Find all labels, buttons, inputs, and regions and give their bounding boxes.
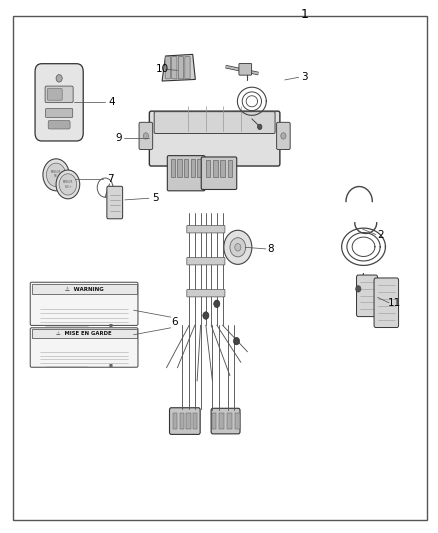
FancyBboxPatch shape	[165, 56, 170, 79]
Text: 10: 10	[155, 64, 169, 74]
Bar	[180, 413, 184, 429]
Bar	[193, 413, 197, 429]
FancyBboxPatch shape	[172, 56, 177, 79]
FancyBboxPatch shape	[107, 186, 123, 219]
Circle shape	[43, 159, 69, 191]
FancyBboxPatch shape	[30, 282, 138, 325]
Text: 8: 8	[267, 244, 274, 254]
FancyBboxPatch shape	[139, 122, 152, 149]
Bar	[184, 158, 188, 177]
Bar	[32, 285, 137, 294]
FancyBboxPatch shape	[187, 289, 225, 297]
Bar	[197, 158, 201, 177]
FancyBboxPatch shape	[201, 157, 237, 189]
FancyBboxPatch shape	[149, 111, 280, 166]
Circle shape	[224, 230, 252, 264]
Circle shape	[56, 75, 62, 82]
FancyBboxPatch shape	[35, 63, 83, 141]
FancyBboxPatch shape	[187, 225, 225, 233]
Text: ■: ■	[109, 364, 112, 368]
Text: 7: 7	[107, 174, 114, 183]
Circle shape	[356, 286, 361, 292]
Bar	[220, 160, 225, 177]
FancyBboxPatch shape	[170, 408, 200, 434]
FancyBboxPatch shape	[187, 257, 225, 265]
FancyBboxPatch shape	[154, 111, 275, 133]
Bar	[173, 413, 177, 429]
Circle shape	[233, 337, 240, 345]
FancyBboxPatch shape	[48, 120, 70, 129]
Text: NO: NO	[54, 174, 58, 178]
Text: SENSOR: SENSOR	[63, 180, 73, 184]
FancyBboxPatch shape	[277, 122, 290, 149]
Text: 1: 1	[300, 9, 308, 21]
Text: 4: 4	[108, 98, 115, 107]
Bar	[206, 160, 210, 177]
Circle shape	[143, 133, 148, 139]
FancyBboxPatch shape	[47, 88, 62, 100]
FancyBboxPatch shape	[30, 328, 138, 367]
Circle shape	[258, 124, 262, 130]
Bar	[219, 413, 224, 429]
Circle shape	[56, 170, 80, 199]
Text: 3: 3	[301, 72, 308, 82]
Circle shape	[230, 238, 246, 257]
FancyBboxPatch shape	[45, 86, 73, 102]
Text: ■: ■	[109, 324, 112, 328]
Bar	[228, 160, 232, 177]
Text: 6: 6	[171, 318, 178, 327]
Text: ⚠  MISE EN GARDE: ⚠ MISE EN GARDE	[57, 331, 112, 336]
Text: 2: 2	[378, 230, 385, 239]
Text: SENSOR: SENSOR	[51, 169, 61, 174]
Bar	[191, 158, 195, 177]
Bar	[32, 329, 137, 338]
FancyBboxPatch shape	[357, 275, 378, 317]
Circle shape	[235, 244, 241, 251]
FancyBboxPatch shape	[178, 56, 184, 79]
FancyBboxPatch shape	[185, 56, 190, 79]
Bar	[213, 160, 218, 177]
Text: NO +: NO +	[64, 184, 71, 189]
Text: 11: 11	[388, 298, 401, 308]
FancyBboxPatch shape	[374, 278, 399, 327]
Text: 9: 9	[116, 133, 123, 142]
FancyBboxPatch shape	[239, 63, 251, 75]
Bar	[212, 413, 216, 429]
Circle shape	[214, 300, 220, 308]
Polygon shape	[162, 54, 195, 81]
FancyBboxPatch shape	[211, 408, 240, 434]
FancyBboxPatch shape	[46, 108, 73, 117]
Bar	[235, 413, 240, 429]
FancyBboxPatch shape	[167, 156, 205, 191]
Bar	[227, 413, 232, 429]
Circle shape	[281, 133, 286, 139]
Bar	[186, 413, 191, 429]
Bar	[177, 158, 182, 177]
Text: ⚠  WARNING: ⚠ WARNING	[65, 287, 103, 292]
Text: 5: 5	[152, 193, 159, 203]
Circle shape	[203, 312, 209, 319]
Circle shape	[59, 174, 77, 195]
Circle shape	[46, 163, 66, 187]
Bar	[171, 158, 175, 177]
